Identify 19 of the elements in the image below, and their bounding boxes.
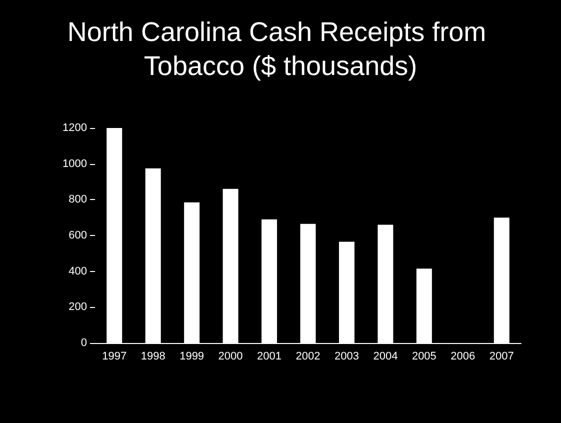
y-tick-label: 600 bbox=[68, 230, 87, 242]
x-tick-label: 1999 bbox=[180, 350, 204, 362]
x-tick-label: 2002 bbox=[296, 350, 320, 362]
y-tick-label: 1200 bbox=[62, 122, 87, 134]
x-tick-label: 2000 bbox=[218, 350, 243, 362]
y-tick-label: 0 bbox=[80, 337, 87, 349]
x-tick-label: 1997 bbox=[102, 350, 127, 362]
x-tick-label: 2001 bbox=[257, 350, 282, 362]
y-tick-label: 400 bbox=[68, 265, 87, 278]
y-tick-label: 800 bbox=[68, 194, 87, 206]
x-tick-label: 2004 bbox=[373, 350, 398, 362]
x-tick-label: 1998 bbox=[140, 350, 166, 362]
chart-title: North Carolina Cash Receipts from Tobacco ($ thousands) bbox=[67, 17, 494, 81]
x-tick-label: 2003 bbox=[334, 350, 359, 362]
x-tick-label: 2005 bbox=[412, 350, 436, 362]
y-tick-label: 200 bbox=[68, 301, 87, 314]
x-tick-label: 2007 bbox=[489, 350, 514, 362]
y-tick-label: 1000 bbox=[62, 158, 87, 170]
x-tick-label: 2006 bbox=[450, 350, 476, 362]
